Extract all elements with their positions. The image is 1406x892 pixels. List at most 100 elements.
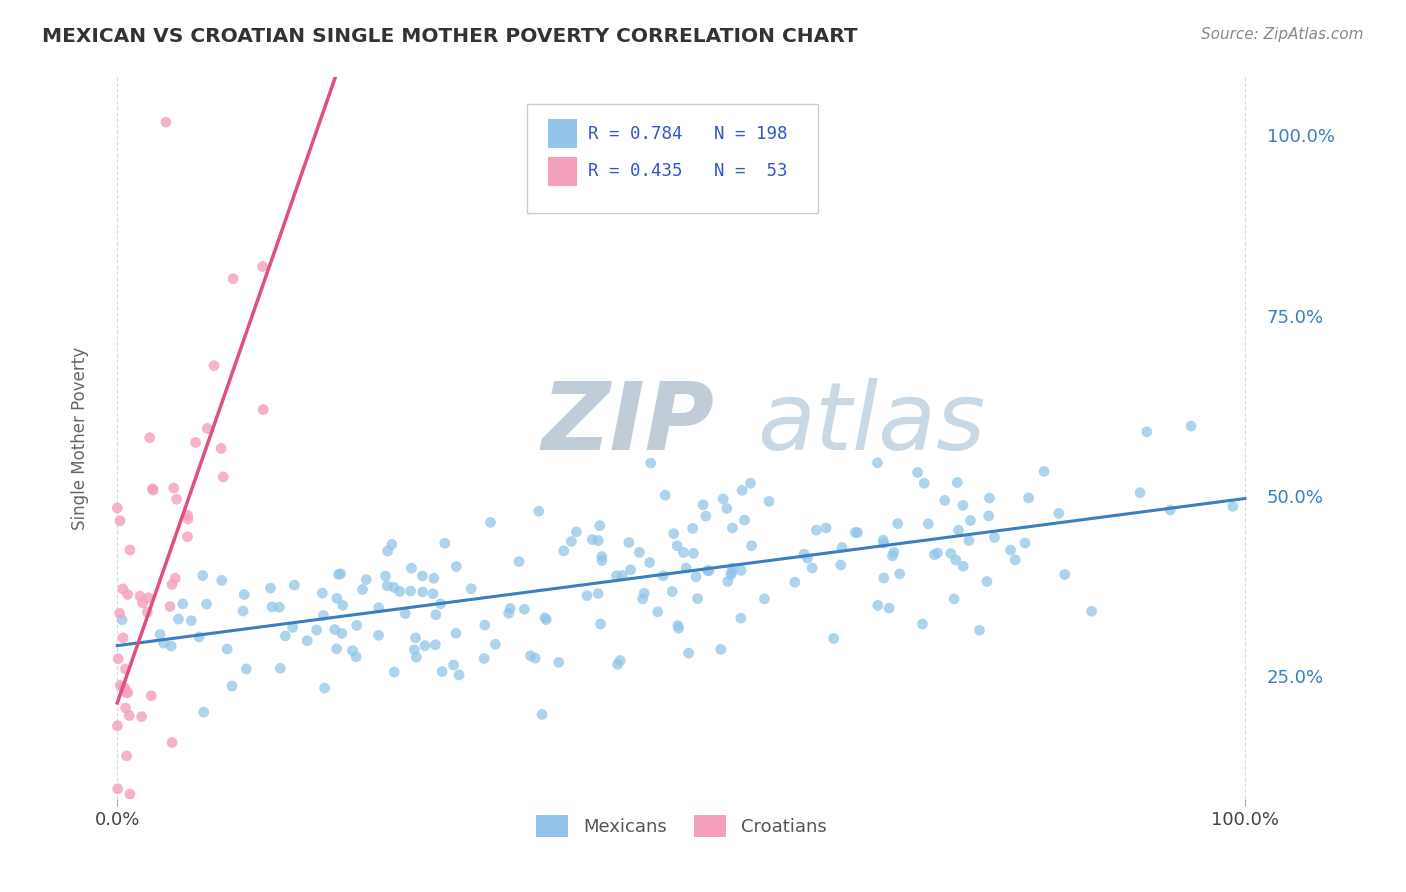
- Point: [328, 567, 350, 582]
- Point: [887, 516, 910, 531]
- Point: [114, 662, 136, 676]
- Point: [882, 549, 904, 563]
- Point: [221, 679, 243, 693]
- Point: [586, 586, 609, 600]
- Point: [107, 814, 129, 828]
- Point: [979, 491, 1001, 505]
- Point: [801, 561, 824, 575]
- Point: [235, 662, 257, 676]
- Point: [191, 568, 214, 582]
- Point: [136, 605, 159, 619]
- Point: [877, 601, 900, 615]
- Point: [720, 566, 742, 580]
- Point: [883, 545, 905, 559]
- Point: [184, 435, 207, 450]
- Point: [730, 611, 752, 625]
- Point: [160, 639, 183, 653]
- Point: [530, 707, 553, 722]
- Point: [696, 564, 718, 578]
- Point: [112, 631, 135, 645]
- Point: [796, 551, 818, 566]
- Point: [872, 533, 894, 548]
- Point: [232, 604, 254, 618]
- FancyBboxPatch shape: [527, 104, 818, 213]
- Point: [1159, 503, 1181, 517]
- Point: [1000, 543, 1022, 558]
- Point: [668, 621, 690, 635]
- Point: [108, 678, 131, 692]
- Point: [682, 546, 704, 560]
- Point: [1053, 567, 1076, 582]
- Point: [141, 482, 163, 496]
- Point: [943, 592, 966, 607]
- Point: [959, 514, 981, 528]
- Point: [565, 524, 588, 539]
- Point: [382, 665, 405, 679]
- Point: [576, 589, 599, 603]
- Point: [404, 642, 426, 657]
- Point: [1018, 491, 1040, 505]
- Point: [193, 705, 215, 719]
- Point: [1014, 536, 1036, 550]
- Point: [983, 530, 1005, 544]
- Point: [375, 579, 398, 593]
- Point: [433, 536, 456, 550]
- Point: [472, 651, 495, 665]
- Point: [589, 617, 612, 632]
- Point: [1047, 507, 1070, 521]
- Point: [588, 533, 610, 548]
- Point: [717, 574, 740, 589]
- Point: [149, 627, 172, 641]
- Point: [1004, 553, 1026, 567]
- Point: [281, 620, 304, 634]
- Point: [741, 539, 763, 553]
- Point: [118, 787, 141, 801]
- Point: [534, 611, 557, 625]
- Point: [844, 525, 866, 540]
- Point: [823, 632, 845, 646]
- Point: [474, 618, 496, 632]
- Point: [443, 658, 465, 673]
- Point: [948, 523, 970, 537]
- Point: [330, 626, 353, 640]
- Point: [367, 628, 389, 642]
- Point: [591, 553, 613, 567]
- Point: [945, 553, 967, 567]
- Point: [405, 631, 427, 645]
- Point: [212, 470, 235, 484]
- Point: [866, 599, 889, 613]
- Point: [889, 566, 911, 581]
- Point: [692, 498, 714, 512]
- Point: [295, 633, 318, 648]
- Point: [374, 569, 396, 583]
- Point: [640, 456, 662, 470]
- Point: [1033, 465, 1056, 479]
- Point: [1129, 485, 1152, 500]
- Point: [269, 661, 291, 675]
- Point: [617, 535, 640, 549]
- Point: [957, 533, 980, 548]
- Point: [413, 639, 436, 653]
- Point: [612, 568, 634, 582]
- Point: [352, 582, 374, 597]
- Point: [274, 629, 297, 643]
- Point: [399, 584, 422, 599]
- Point: [412, 585, 434, 599]
- Point: [678, 646, 700, 660]
- Point: [553, 544, 575, 558]
- Point: [628, 545, 651, 559]
- Point: [129, 589, 152, 603]
- Point: [1222, 500, 1244, 514]
- Point: [425, 638, 447, 652]
- Point: [356, 573, 378, 587]
- Point: [907, 466, 929, 480]
- Point: [519, 648, 541, 663]
- Point: [346, 618, 368, 632]
- Point: [969, 624, 991, 638]
- Point: [1180, 419, 1202, 434]
- Point: [1080, 604, 1102, 618]
- Point: [619, 563, 641, 577]
- Text: atlas: atlas: [756, 378, 984, 469]
- Point: [939, 546, 962, 560]
- Point: [873, 571, 896, 585]
